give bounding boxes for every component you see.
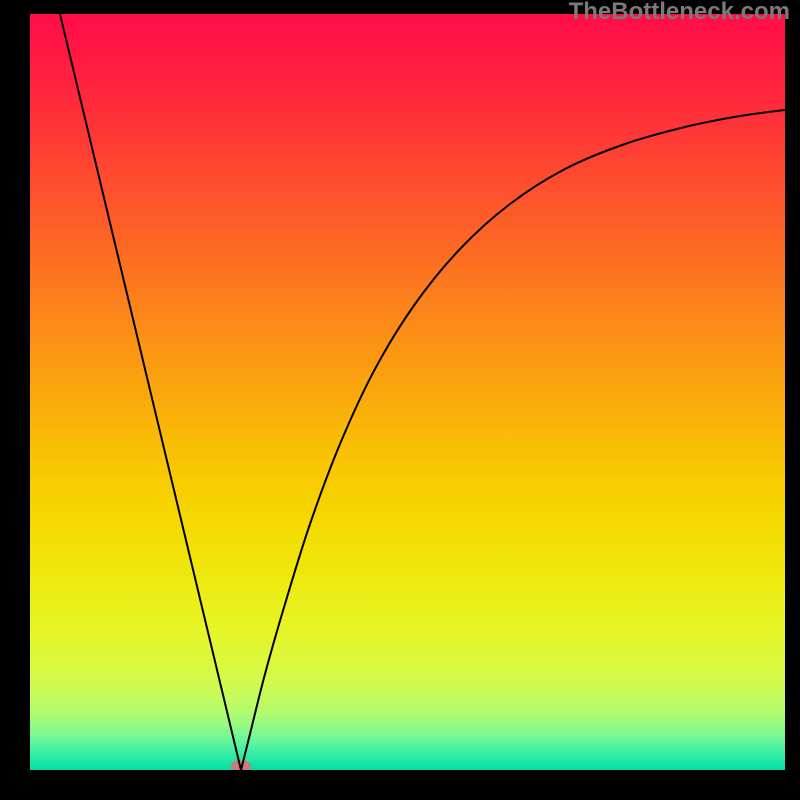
right-curve-segment [241, 110, 785, 770]
curve-layer [30, 14, 785, 770]
watermark-text: TheBottleneck.com [569, 0, 790, 26]
plot-area [30, 14, 785, 770]
left-curve-segment [60, 14, 241, 770]
